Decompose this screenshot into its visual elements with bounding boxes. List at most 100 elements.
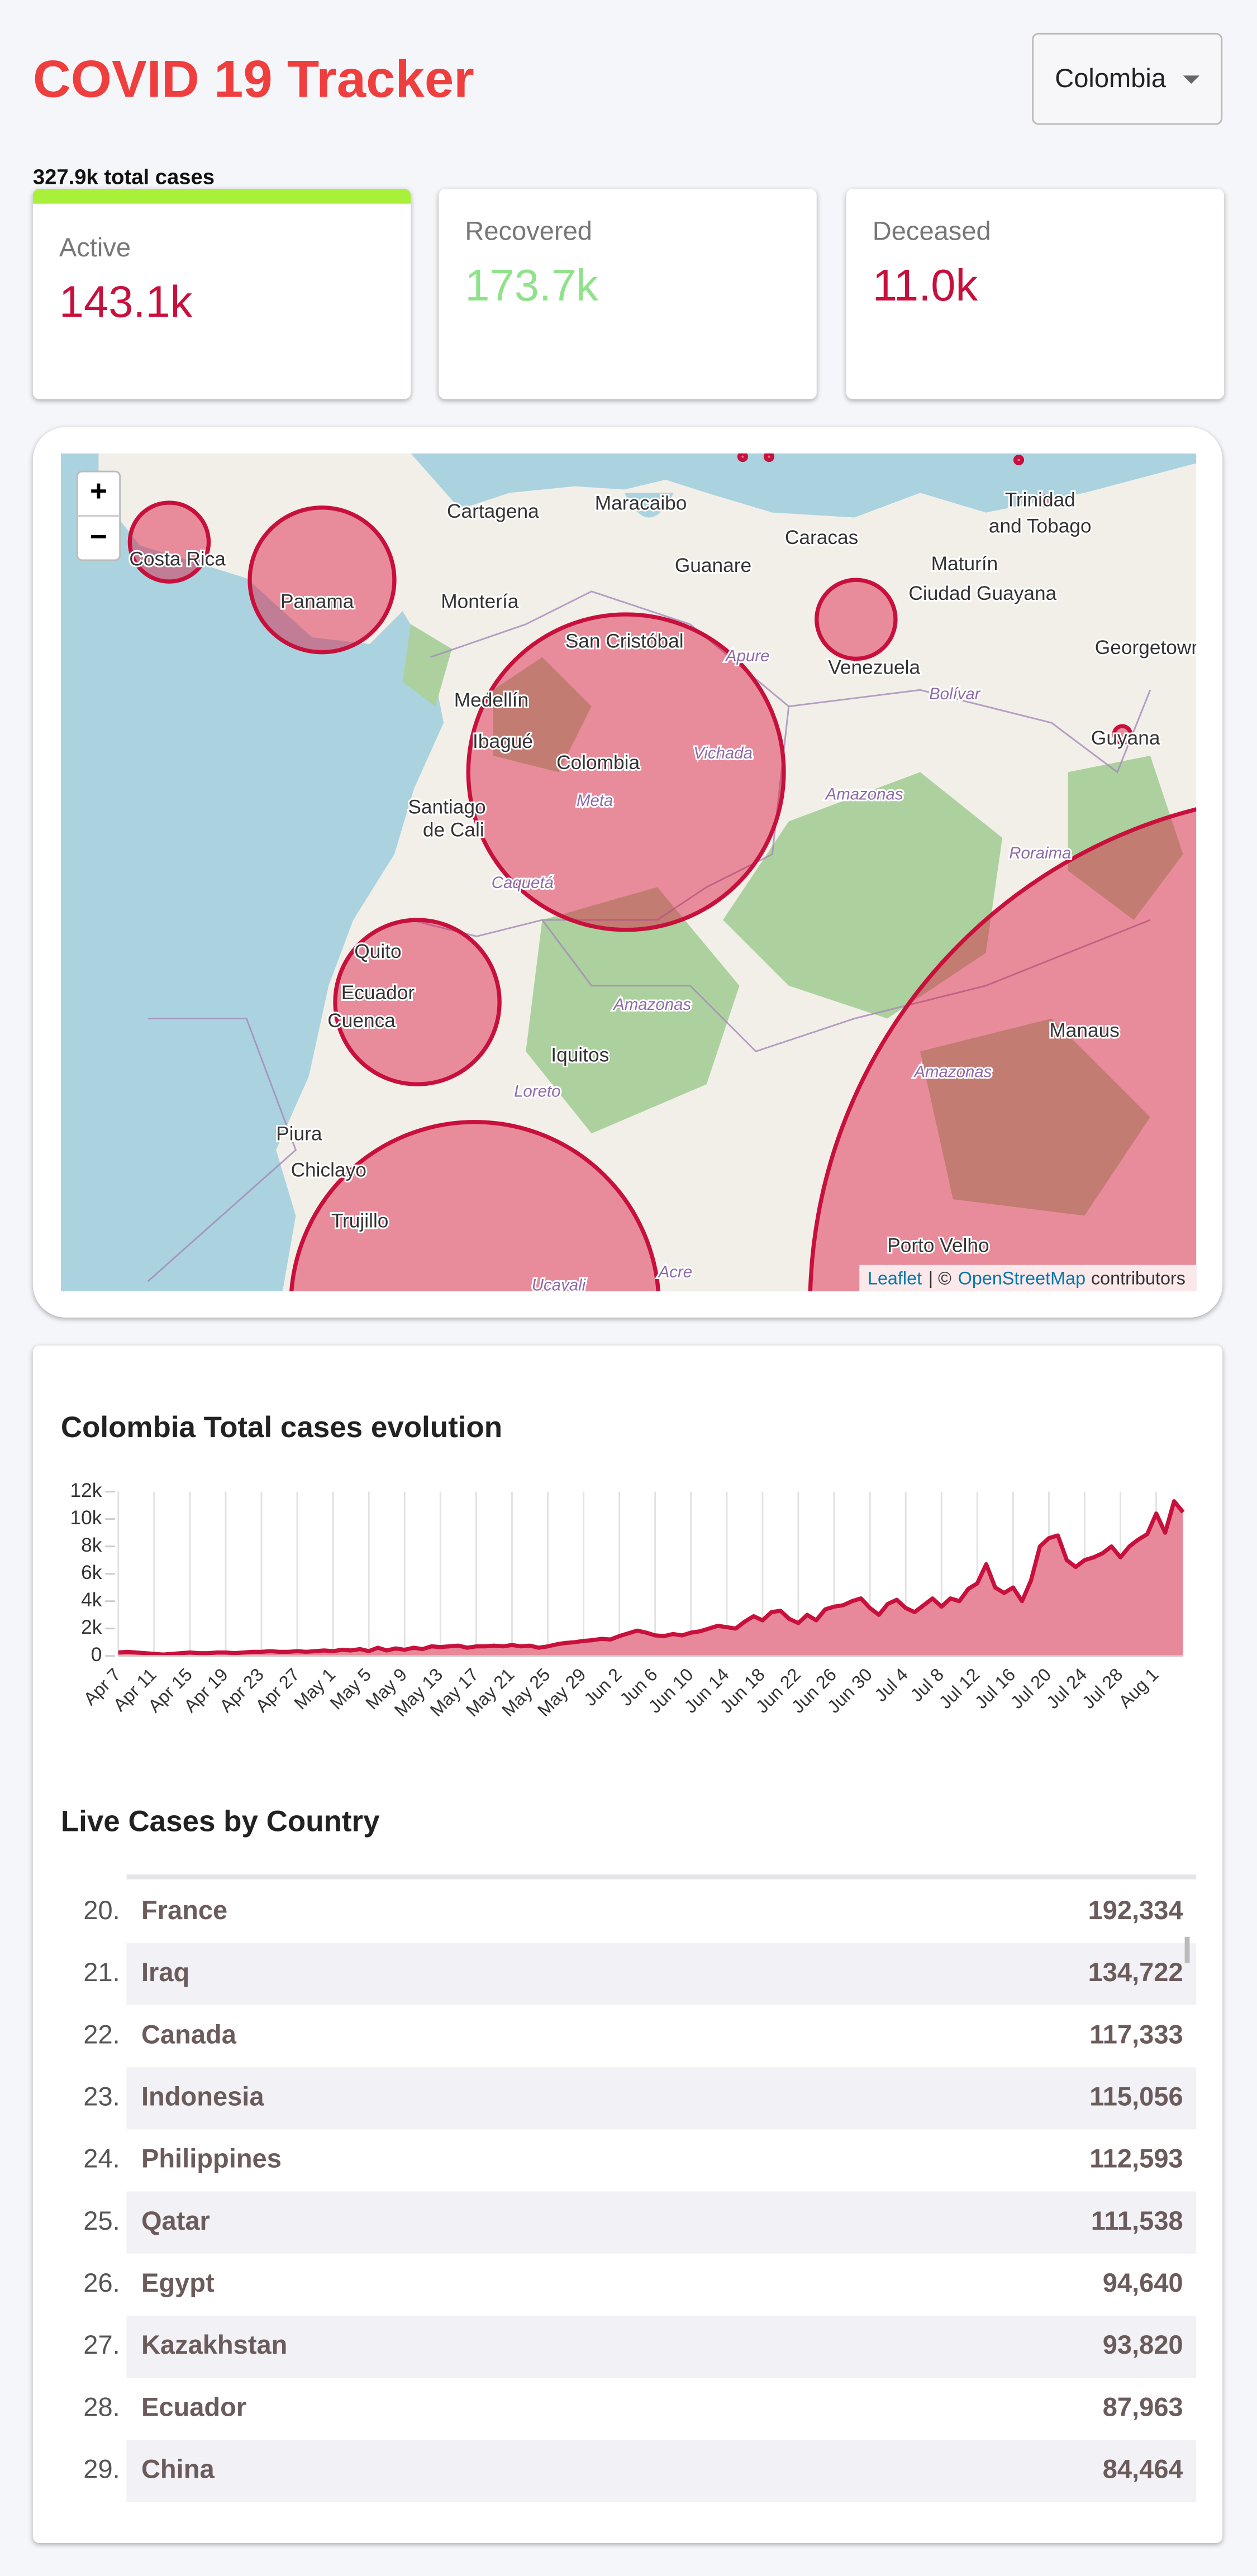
map-label: Amazonas [612, 995, 691, 1014]
country: Philippines [141, 2144, 282, 2173]
x-tick-label: Aug 1 [1115, 1664, 1162, 1712]
country-select[interactable]: Colombia [1032, 32, 1223, 125]
rank: 24. [83, 2144, 120, 2173]
map-label: Santiago [408, 796, 485, 818]
rank: 22. [83, 2019, 120, 2049]
cases: 117,333 [1089, 2019, 1183, 2049]
map-label: Caracas [785, 527, 858, 548]
attribution-osm[interactable]: OpenStreetMap [958, 1268, 1085, 1289]
stat-label: Deceased [872, 218, 991, 247]
total-cases: 327.9k total cases [32, 164, 215, 189]
map-label: Porto Velho [887, 1235, 989, 1257]
map-label: Medellín [454, 689, 528, 711]
attribution-suffix: contributors [1091, 1268, 1185, 1289]
chart-title: Colombia Total cases evolution [61, 1411, 502, 1444]
cases: 111,538 [1091, 2206, 1183, 2235]
map-label: Chiclayo [291, 1159, 366, 1181]
map-label: Ibagué [473, 731, 533, 752]
country: Qatar [141, 2206, 210, 2235]
y-tick-label: 0 [91, 1644, 102, 1666]
x-tick-label: Jul 28 [1078, 1664, 1126, 1712]
row-bg [126, 1943, 1197, 2006]
map-label: Quito [354, 941, 401, 962]
x-tick-label: Jun 2 [580, 1664, 625, 1710]
y-tick-label: 4k [81, 1589, 102, 1611]
map-label: Amazonas [825, 785, 903, 803]
map-label: Maturín [931, 553, 998, 575]
rank: 23. [83, 2082, 120, 2111]
scrollbar [1184, 1936, 1190, 1963]
rank: 26. [83, 2268, 120, 2297]
x-tick-label: Jul 12 [935, 1664, 983, 1712]
map-label: Cuenca [327, 1010, 396, 1032]
map-label: Ecuador [341, 982, 415, 1004]
map-label: Cartagena [447, 500, 539, 522]
x-tick-label: Jul 4 [870, 1664, 912, 1706]
x-tick-label: Jul 24 [1042, 1664, 1091, 1712]
country: Kazakhstan [141, 2330, 287, 2359]
progress-bar [32, 189, 411, 204]
stat-label: Active [59, 235, 131, 263]
y-tick-label: 10k [70, 1507, 102, 1529]
map-label: San Cristóbal [565, 630, 684, 652]
x-tick-label: May 1 [290, 1664, 339, 1714]
map[interactable]: Cartagena Maracaibo Caracas Guanare Maturín C… [60, 453, 1257, 1819]
y-tick-label: 2k [81, 1616, 102, 1638]
map-label: Panama [280, 591, 354, 613]
stat-value: 173.7k [465, 261, 598, 311]
y-tick-label: 12k [70, 1480, 102, 1501]
map-label: Trujillo [331, 1210, 389, 1232]
stat-card: Deceased 11.0k [846, 189, 1225, 399]
cases: 192,334 [1088, 1895, 1183, 1925]
map-label: de Cali [423, 819, 484, 841]
map-label: Colombia [556, 752, 640, 774]
zoom-control [76, 470, 121, 561]
country: Canada [141, 2019, 237, 2049]
stat-value: 143.1k [59, 278, 193, 327]
map-label: Piura [276, 1123, 322, 1145]
line [118, 1499, 1185, 1657]
row-bg [126, 2067, 1197, 2130]
stat-label: Recovered [465, 218, 592, 247]
map-label: Venezuela [828, 656, 920, 678]
table-border [126, 1874, 1197, 1879]
country: Indonesia [141, 2082, 264, 2111]
country: Egypt [141, 2268, 215, 2297]
stat-card: Recovered 173.7k [439, 189, 817, 399]
stat-card: Active 143.1k [32, 189, 411, 399]
cases: 94,640 [1103, 2268, 1183, 2297]
cases: 87,963 [1103, 2392, 1183, 2421]
map-label: Iquitos [551, 1044, 609, 1066]
map-label: Guanare [675, 555, 751, 576]
y-tick-label: 8k [81, 1534, 102, 1556]
app-title: COVID 19 Tracker [32, 49, 474, 109]
rank: 29. [83, 2454, 120, 2484]
country: Iraq [141, 1957, 189, 1987]
map-label: Guyana [1091, 727, 1160, 749]
map-label: Trinidad [1005, 489, 1075, 511]
map-label: Ciudad Guayana [908, 583, 1056, 604]
map-label: Roraima [1009, 844, 1071, 862]
map-label: Caquetá [492, 874, 554, 892]
zoom-out[interactable]: − [90, 521, 107, 554]
map-label: Ucayali [532, 1276, 587, 1295]
row-bg [126, 2315, 1197, 2378]
map-label: Loreto [514, 1082, 560, 1101]
map-label: Meta [577, 791, 613, 810]
map-label: Costa Rica [129, 548, 226, 570]
zoom-in[interactable]: + [90, 474, 107, 507]
attribution-sep: | © [929, 1268, 951, 1289]
cases: 115,056 [1089, 2082, 1183, 2111]
caret [1183, 75, 1200, 84]
rank: 25. [83, 2206, 120, 2235]
cases: 93,820 [1103, 2330, 1183, 2359]
map-label: Maracaibo [595, 492, 687, 514]
attribution-leaflet[interactable]: Leaflet [868, 1268, 922, 1289]
map-label: Apure [725, 647, 769, 665]
rank: 21. [83, 1957, 120, 1987]
rank: 20. [83, 1895, 120, 1925]
table-title: Live Cases by Country [61, 1805, 380, 1838]
country: Ecuador [141, 2392, 246, 2421]
